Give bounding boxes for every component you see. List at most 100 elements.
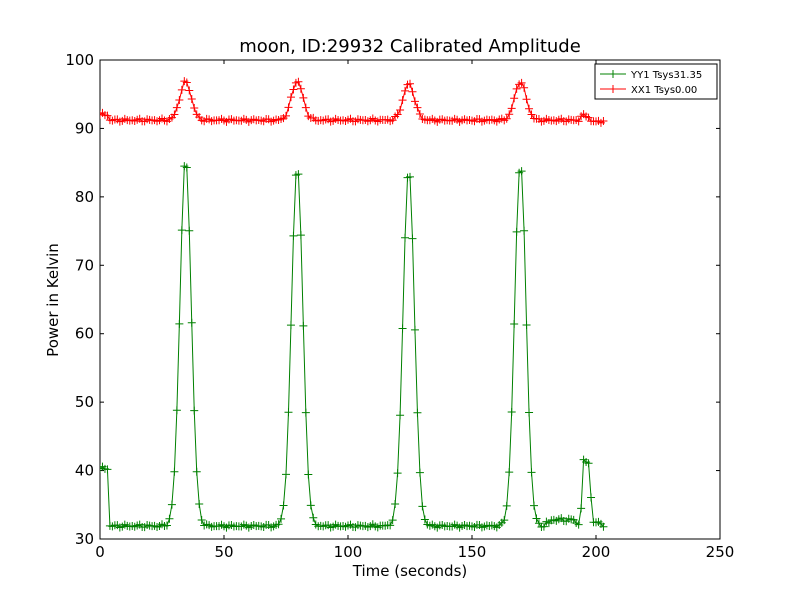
data-point	[289, 231, 298, 240]
data-point	[279, 501, 288, 510]
data-point	[502, 501, 511, 510]
data-point	[175, 96, 184, 105]
data-point	[520, 226, 529, 235]
data-point	[396, 106, 405, 115]
data-point	[182, 163, 191, 172]
data-point	[398, 96, 407, 105]
data-point	[284, 103, 293, 112]
data-point	[170, 467, 179, 476]
data-point	[274, 520, 283, 529]
data-point	[599, 522, 608, 531]
data-point	[182, 78, 191, 87]
data-point	[413, 408, 422, 417]
data-point	[522, 321, 531, 330]
data-point	[103, 111, 112, 120]
legend-frame	[594, 63, 718, 100]
y-tick-label: 30	[75, 530, 94, 548]
data-point	[306, 501, 315, 510]
data-point	[175, 319, 184, 328]
data-point	[410, 325, 419, 334]
data-point	[299, 93, 308, 102]
data-point	[502, 114, 511, 123]
data-point	[172, 103, 181, 112]
data-point	[167, 500, 176, 509]
data-point	[393, 469, 402, 478]
data-point	[512, 227, 521, 236]
data-point	[510, 94, 519, 103]
data-point	[296, 84, 305, 93]
data-point	[170, 110, 179, 119]
data-point	[192, 467, 201, 476]
x-tick-label: 0	[95, 543, 105, 561]
data-point	[304, 470, 313, 479]
data-point	[510, 319, 519, 328]
data-point	[294, 170, 303, 179]
legend: YY1 Tsys31.35 XX1 Tsys0.00	[594, 63, 718, 100]
x-tick-label: 200	[582, 543, 611, 561]
data-point	[185, 86, 194, 95]
data-point	[165, 514, 174, 523]
data-point	[406, 172, 414, 181]
data-point	[522, 95, 531, 104]
data-point	[415, 110, 424, 119]
data-point	[418, 502, 427, 511]
data-point	[525, 408, 534, 417]
data-point	[401, 86, 410, 95]
data-point	[398, 324, 407, 333]
data-point	[301, 103, 310, 112]
data-point	[525, 104, 534, 113]
data-point	[599, 116, 608, 125]
data-point	[530, 501, 538, 510]
data-point	[517, 167, 526, 176]
series-layer	[100, 77, 608, 532]
data-point	[187, 318, 196, 327]
plot-area	[99, 59, 721, 540]
data-point	[517, 78, 526, 87]
data-point	[420, 515, 429, 524]
data-point	[286, 321, 295, 330]
data-point	[190, 406, 199, 415]
y-tick-label: 50	[75, 393, 94, 411]
data-point	[386, 521, 395, 530]
data-point	[415, 468, 424, 477]
x-tick-label: 100	[334, 543, 363, 561]
y-tick-label: 90	[75, 119, 94, 137]
data-point	[401, 233, 410, 242]
x-tick-label: 250	[706, 543, 735, 561]
data-point	[408, 234, 417, 243]
y-axis-title: Power in Kelvin	[44, 243, 62, 357]
data-point	[507, 407, 516, 416]
data-point	[195, 500, 204, 509]
data-point	[185, 226, 194, 235]
data-point	[500, 516, 509, 525]
data-point	[512, 84, 521, 93]
series-xx1	[100, 77, 608, 127]
data-point	[296, 231, 305, 240]
x-axis-title: Time (seconds)	[352, 562, 468, 580]
x-tick-label: 50	[214, 543, 233, 561]
data-point	[408, 87, 417, 96]
data-point	[393, 110, 402, 119]
data-point	[577, 504, 586, 513]
y-tick-label: 60	[75, 325, 94, 343]
legend-label-yy1: YY1 Tsys31.35	[630, 70, 702, 81]
data-point	[574, 117, 583, 126]
series-yy1	[100, 162, 608, 532]
data-point	[197, 516, 206, 525]
data-point	[294, 77, 303, 86]
data-point	[520, 83, 529, 92]
data-point	[505, 468, 514, 477]
data-point	[177, 85, 186, 94]
data-point	[277, 514, 286, 523]
chart-title: moon, ID:29932 Calibrated Amplitude	[239, 36, 581, 57]
x-axis-ticks: 0 50 100 150 200 250	[95, 60, 734, 561]
plot-frame	[99, 59, 721, 540]
data-point	[539, 522, 548, 531]
y-axis-ticks: 30 40 50 60 70 80 90 100	[65, 51, 720, 548]
data-point	[172, 406, 181, 415]
data-point	[299, 321, 308, 330]
y-tick-label: 80	[75, 188, 94, 206]
data-point	[391, 499, 400, 508]
